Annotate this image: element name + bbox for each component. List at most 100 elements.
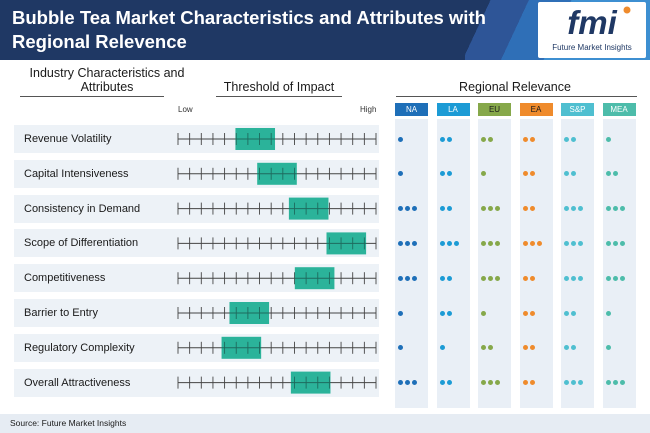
regional-cell-mea xyxy=(603,299,636,327)
relevance-dot xyxy=(481,310,486,316)
relevance-dot xyxy=(398,345,403,351)
relevance-dot xyxy=(522,240,528,246)
relevance-dot xyxy=(481,240,486,246)
relevance-dot xyxy=(564,206,569,212)
regional-cell-la xyxy=(437,125,470,153)
relevance-dot xyxy=(564,380,569,386)
relevance-dot xyxy=(522,136,528,142)
relevance-dot xyxy=(446,240,452,246)
regional-cell-s-p xyxy=(561,264,594,292)
relevance-dot xyxy=(481,171,486,177)
regional-cell-s-p xyxy=(561,195,594,223)
regional-cell-la xyxy=(437,299,470,327)
relevance-dot xyxy=(488,136,494,142)
relevance-dot xyxy=(398,275,403,281)
regional-cell-eu xyxy=(478,334,511,362)
relevance-dot xyxy=(522,206,528,212)
relevance-dot xyxy=(529,206,535,212)
relevance-dot xyxy=(571,206,577,212)
row-label-revenue-volatility: Revenue Volatility xyxy=(24,133,112,145)
relevance-dot xyxy=(571,310,577,316)
region-header-mea: MEA xyxy=(602,103,636,116)
relevance-dot xyxy=(571,275,577,281)
relevance-dot xyxy=(612,171,618,177)
region-column-la xyxy=(436,119,470,408)
relevance-dot xyxy=(571,240,577,246)
regional-header: Regional Relevance xyxy=(459,80,571,94)
relevance-dot xyxy=(405,240,411,246)
relevance-dot xyxy=(412,380,418,386)
relevance-dot xyxy=(529,310,535,316)
relevance-dot xyxy=(529,171,535,177)
relevance-dot xyxy=(453,240,459,246)
regional-cell-na xyxy=(395,369,428,397)
relevance-dot xyxy=(412,275,418,281)
regional-cell-mea xyxy=(603,125,636,153)
relevance-dot xyxy=(495,240,501,246)
characteristics-underline xyxy=(20,96,164,97)
relevance-dot xyxy=(481,345,486,351)
relevance-dot xyxy=(398,380,403,386)
relevance-dot xyxy=(522,380,528,386)
regional-cell-eu xyxy=(478,195,511,223)
relevance-dot xyxy=(405,206,411,212)
row-label-scope-of-differentiation: Scope of Differentiation xyxy=(24,237,139,250)
regional-cell-la xyxy=(437,264,470,292)
region-header-na: NA xyxy=(395,103,428,116)
relevance-dot xyxy=(605,171,611,177)
relevance-dot xyxy=(495,275,501,281)
relevance-dot xyxy=(398,206,403,212)
regional-cell-eu xyxy=(478,160,511,188)
regional-cell-ea xyxy=(520,369,553,397)
relevance-dot xyxy=(619,380,625,386)
relevance-dot xyxy=(605,206,611,212)
regional-cell-ea xyxy=(520,264,553,292)
relevance-dot xyxy=(446,171,452,177)
relevance-dot xyxy=(612,240,618,246)
relevance-dot xyxy=(578,275,584,281)
relevance-dot xyxy=(605,240,611,246)
relevance-dot xyxy=(439,310,445,316)
relevance-dot xyxy=(522,275,528,281)
region-column-eu xyxy=(478,119,511,408)
relevance-dot xyxy=(612,380,618,386)
regional-cell-na xyxy=(395,334,428,362)
regional-cell-s-p xyxy=(561,160,594,188)
region-column-mea xyxy=(602,119,636,408)
regional-cell-s-p xyxy=(561,369,594,397)
regional-cell-mea xyxy=(603,264,636,292)
row-label-capital-intensiveness: Capital Intensiveness xyxy=(24,167,129,180)
relevance-dot xyxy=(605,380,611,386)
regional-cell-s-p xyxy=(561,125,594,153)
threshold-underline xyxy=(216,96,342,97)
relevance-dot xyxy=(439,380,445,386)
relevance-dot xyxy=(564,345,569,351)
characteristics-header: Industry Characteristics and Attributes xyxy=(29,66,185,94)
regional-cell-eu xyxy=(478,299,511,327)
logo-mark-text: fmi xyxy=(567,4,617,40)
relevance-dot xyxy=(446,206,452,212)
relevance-dot xyxy=(488,206,494,212)
relevance-dot xyxy=(605,310,611,316)
relevance-dot xyxy=(536,240,542,246)
regional-cell-eu xyxy=(478,264,511,292)
regional-cell-ea xyxy=(520,125,553,153)
relevance-dot xyxy=(439,240,445,246)
regional-cell-na xyxy=(395,229,428,257)
region-header-eu: EU xyxy=(478,103,511,116)
regional-cell-na xyxy=(395,160,428,188)
row-label-overall-attractiveness: Overall Attractiveness xyxy=(24,376,131,389)
relevance-dot xyxy=(481,136,486,142)
relevance-dot xyxy=(446,275,452,281)
regional-cell-na xyxy=(395,299,428,327)
relevance-dot xyxy=(612,275,618,281)
relevance-dot xyxy=(522,345,528,351)
region-column-ea xyxy=(519,119,553,408)
threshold-header: Threshold of Impact xyxy=(223,80,335,94)
header-banner: Bubble Tea Market Characteristics and At… xyxy=(0,0,650,60)
region-column-na xyxy=(395,119,428,408)
regional-cell-eu xyxy=(478,369,511,397)
relevance-dot xyxy=(619,206,625,212)
relevance-dot xyxy=(405,380,411,386)
relevance-dot xyxy=(481,275,486,281)
